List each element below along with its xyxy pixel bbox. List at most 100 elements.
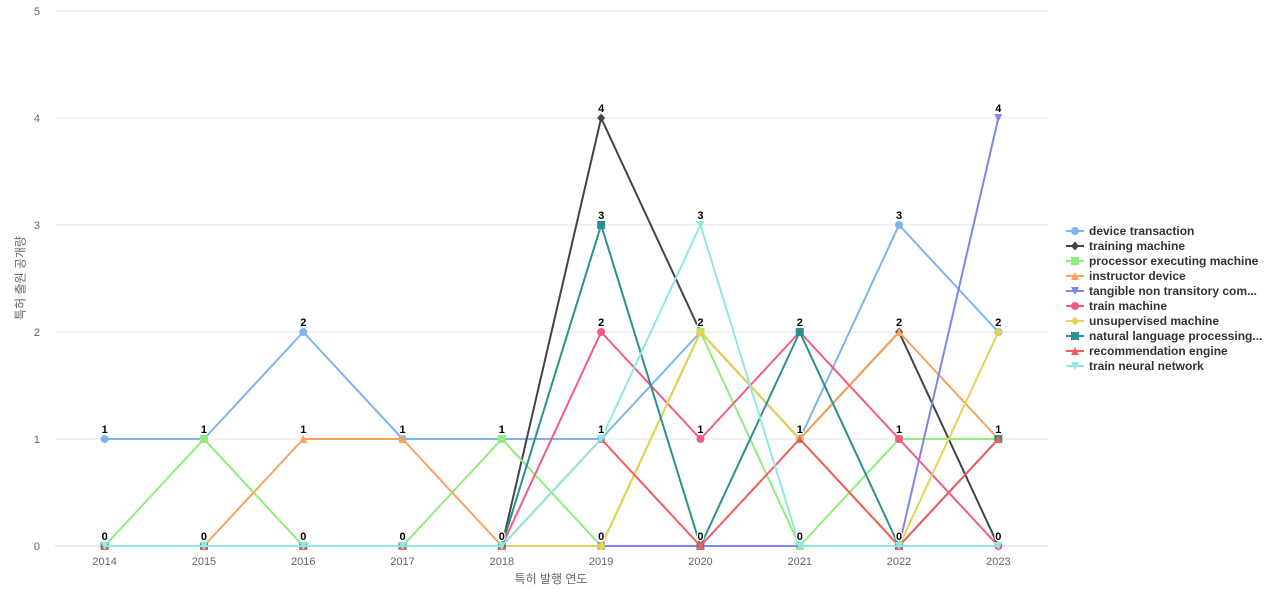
data-label: 1 xyxy=(300,424,306,436)
point-marker[interactable] xyxy=(795,328,804,336)
data-label: 1 xyxy=(797,424,803,436)
legend-label: natural language processing... xyxy=(1089,328,1263,343)
legend-label: recommendation engine xyxy=(1089,343,1228,358)
data-label: 2 xyxy=(300,317,306,329)
point-marker[interactable] xyxy=(597,328,606,336)
y-axis-title: 특허 출원 공개량 xyxy=(13,236,28,320)
point-marker[interactable] xyxy=(398,435,407,443)
data-label: 1 xyxy=(995,424,1001,436)
point-marker[interactable] xyxy=(100,542,109,550)
point-marker[interactable] xyxy=(895,542,904,550)
point-marker xyxy=(1071,361,1079,370)
legend-symbol xyxy=(1066,286,1084,295)
point-marker[interactable] xyxy=(199,435,208,443)
legend-symbol xyxy=(1066,226,1084,235)
point-marker[interactable] xyxy=(994,114,1003,122)
legend-symbol xyxy=(1066,316,1084,325)
point-marker[interactable] xyxy=(994,542,1003,550)
x-tick-label: 2015 xyxy=(192,556,216,568)
data-label: 1 xyxy=(896,424,902,436)
point-marker[interactable] xyxy=(497,435,506,443)
point-marker[interactable] xyxy=(795,435,804,443)
point-marker[interactable] xyxy=(299,328,308,336)
point-marker[interactable] xyxy=(895,221,904,229)
y-tick-label: 4 xyxy=(34,113,40,125)
legend-symbol xyxy=(1066,361,1084,370)
data-label: 3 xyxy=(896,210,902,222)
point-marker[interactable] xyxy=(597,221,606,229)
legend-item[interactable]: processor executing machine xyxy=(1066,253,1262,268)
legend-item[interactable]: train neural network xyxy=(1066,358,1262,373)
point-marker[interactable] xyxy=(795,542,804,550)
point-marker[interactable] xyxy=(497,542,506,550)
legend-item[interactable]: recommendation engine xyxy=(1066,343,1262,358)
data-label: 4 xyxy=(995,103,1002,115)
legend-item[interactable]: train machine xyxy=(1066,298,1262,313)
x-tick-label: 2014 xyxy=(92,556,116,568)
point-marker[interactable] xyxy=(696,542,705,550)
data-label: 0 xyxy=(995,531,1001,543)
series-line xyxy=(103,224,1000,547)
legend-label: unsupervised machine xyxy=(1089,313,1220,328)
legend-item[interactable]: tangible non transitory com... xyxy=(1066,283,1262,298)
legend-item[interactable]: unsupervised machine xyxy=(1066,313,1262,328)
point-marker[interactable] xyxy=(299,435,308,443)
point-marker[interactable] xyxy=(597,113,606,123)
data-label: 0 xyxy=(697,531,703,543)
point-marker xyxy=(1071,301,1079,310)
data-label: 3 xyxy=(697,210,703,222)
data-label: 2 xyxy=(697,317,703,329)
y-tick-label: 5 xyxy=(34,6,40,18)
point-marker[interactable] xyxy=(994,435,1003,443)
point-marker[interactable] xyxy=(895,435,904,443)
data-label: 1 xyxy=(598,424,604,436)
point-marker[interactable] xyxy=(696,221,705,229)
data-label: 2 xyxy=(797,317,803,329)
legend-label: training machine xyxy=(1089,238,1186,253)
point-marker xyxy=(1071,271,1079,280)
legend-symbol xyxy=(1066,346,1084,355)
point-marker[interactable] xyxy=(597,541,606,551)
legend-item[interactable]: natural language processing... xyxy=(1066,328,1262,343)
legend-symbol xyxy=(1066,241,1084,250)
point-marker[interactable] xyxy=(100,435,109,443)
data-label: 2 xyxy=(598,317,604,329)
legend-label: instructor device xyxy=(1089,268,1186,283)
series xyxy=(100,221,1003,550)
x-tick-label: 2023 xyxy=(986,556,1010,568)
point-marker[interactable] xyxy=(398,542,407,550)
point-marker xyxy=(1071,241,1079,250)
data-label: 2 xyxy=(995,317,1001,329)
point-marker[interactable] xyxy=(199,542,208,550)
legend-item[interactable]: instructor device xyxy=(1066,268,1262,283)
data-label: 0 xyxy=(399,531,405,543)
y-tick-label: 0 xyxy=(34,541,40,553)
point-marker[interactable] xyxy=(895,328,904,336)
x-tick-label: 2018 xyxy=(490,556,514,568)
point-marker[interactable] xyxy=(994,327,1003,337)
data-label: 0 xyxy=(201,531,207,543)
point-marker[interactable] xyxy=(696,327,705,337)
data-label: 1 xyxy=(399,424,405,436)
point-marker[interactable] xyxy=(597,435,606,443)
x-tick-label: 2020 xyxy=(688,556,712,568)
point-marker xyxy=(1071,331,1079,340)
legend-item[interactable]: training machine xyxy=(1066,238,1262,253)
legend-item[interactable]: device transaction xyxy=(1066,223,1262,238)
series-group xyxy=(100,113,1003,551)
point-marker[interactable] xyxy=(696,435,705,443)
data-label: 0 xyxy=(896,531,902,543)
series-line xyxy=(103,224,1000,547)
data-label: 0 xyxy=(797,531,803,543)
series xyxy=(100,221,1003,550)
point-marker xyxy=(1071,256,1079,265)
legend-symbol xyxy=(1066,256,1084,265)
data-label: 3 xyxy=(598,210,604,222)
point-marker xyxy=(1071,346,1079,355)
legend-symbol xyxy=(1066,301,1084,310)
data-label: 2 xyxy=(896,317,902,329)
legend: device transaction training machine proces… xyxy=(1066,223,1262,373)
x-tick-label: 2019 xyxy=(589,556,613,568)
point-marker[interactable] xyxy=(299,542,308,550)
data-label: 0 xyxy=(102,531,108,543)
